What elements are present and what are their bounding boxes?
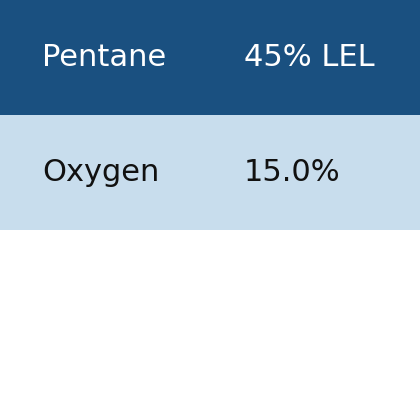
Bar: [0, 115, 420, 230]
Text: 15.0%: 15.0%: [244, 158, 340, 187]
Bar: [0, 0, 420, 115]
Text: 45% LEL: 45% LEL: [244, 43, 374, 72]
Text: Pentane: Pentane: [42, 43, 166, 72]
Text: Oxygen: Oxygen: [42, 158, 159, 187]
